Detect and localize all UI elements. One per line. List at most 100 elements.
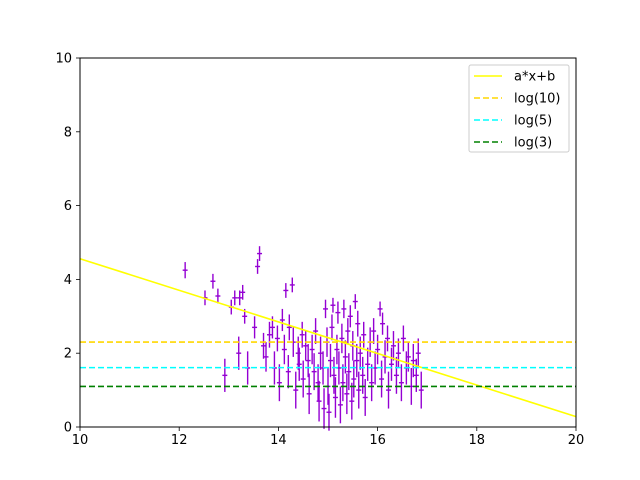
x-tick-label: 14 xyxy=(270,433,287,448)
legend-label: log(10) xyxy=(514,92,561,107)
errorbar-point xyxy=(299,321,305,348)
errorbar-point xyxy=(237,290,243,306)
errorbar-point xyxy=(281,334,287,365)
errorbar-point xyxy=(305,343,311,378)
errorbar-point xyxy=(332,377,338,418)
errorbar-point xyxy=(289,277,295,293)
errorbar-point xyxy=(303,331,309,361)
x-tick-label: 12 xyxy=(171,433,188,448)
x-axis: 10 12 14 16 18 20 xyxy=(72,427,585,448)
legend-entry: log(3) xyxy=(474,136,552,151)
axes-frame xyxy=(79,57,577,428)
errorbar-point xyxy=(293,371,299,409)
errorbar-point xyxy=(354,343,360,378)
errorbar-point xyxy=(313,318,319,344)
y-tick-label: 8 xyxy=(64,125,72,140)
errorbar-point xyxy=(326,393,332,431)
errorbar-point xyxy=(334,334,340,365)
errorbar-point xyxy=(318,336,324,370)
errorbar-point xyxy=(306,373,312,415)
errorbar-point xyxy=(347,305,353,328)
legend-box xyxy=(468,64,570,153)
errorbar-point xyxy=(351,360,357,398)
errorbar-point xyxy=(316,380,322,422)
errorbar-point xyxy=(279,308,285,332)
errorbar-point xyxy=(398,364,404,402)
y-tick-label: 10 xyxy=(55,52,72,67)
errorbar-point xyxy=(352,294,358,309)
errorbar-point xyxy=(331,356,337,394)
errorbar-point xyxy=(361,321,367,348)
y-tick-label: 0 xyxy=(64,421,72,436)
legend-entry: log(5) xyxy=(474,114,552,129)
errorbar-point xyxy=(285,355,291,389)
errorbar-point xyxy=(362,379,368,416)
y-tick-label: 2 xyxy=(64,347,72,362)
errorbar-point xyxy=(385,325,390,352)
x-tick-label: 20 xyxy=(568,433,585,448)
errorbar-point xyxy=(232,290,238,306)
errorbar-point xyxy=(341,299,347,319)
y-axis: 0 2 4 6 8 10 xyxy=(55,52,80,436)
errorbar-point xyxy=(311,353,317,391)
errorbar-point xyxy=(345,318,351,344)
errorbar-point xyxy=(355,310,361,337)
errorbar-point xyxy=(323,299,328,319)
errorbar-point xyxy=(328,343,333,378)
x-tick-label: 18 xyxy=(469,433,486,448)
errorbar-point xyxy=(369,364,375,402)
legend-entry: a*x+b xyxy=(474,70,555,85)
errorbar-point xyxy=(400,325,406,352)
errorbar-point xyxy=(276,364,282,402)
errorbar-point xyxy=(380,312,386,335)
y-tick-label: 4 xyxy=(64,273,72,288)
errorbar-point xyxy=(390,331,396,361)
errorbar-point xyxy=(296,347,302,381)
errorbar-point xyxy=(309,334,315,365)
errorbar-point xyxy=(356,371,362,409)
errorbar-point xyxy=(377,301,383,317)
legend: a*x+b log(10) log(5) log(3) xyxy=(468,64,570,153)
errorbar-point xyxy=(395,338,401,368)
legend-label: log(3) xyxy=(514,136,552,151)
x-tick-label: 16 xyxy=(369,433,386,448)
errorbar-point xyxy=(300,360,306,398)
legend-entry: log(10) xyxy=(474,92,561,107)
errorbar-point xyxy=(349,382,355,420)
errorbar-point xyxy=(252,316,258,339)
y-tick-label: 6 xyxy=(64,199,72,214)
errorbar-point xyxy=(379,360,385,398)
line-series xyxy=(79,257,577,418)
errorbar-point xyxy=(329,314,335,341)
errorbar-point xyxy=(274,325,280,352)
errorbar-point xyxy=(266,321,272,348)
errorbar-point xyxy=(389,347,394,381)
errorbar-point xyxy=(344,373,350,415)
errorbar-point xyxy=(393,356,399,394)
legend-label: a*x+b xyxy=(514,70,555,85)
errorbar-point xyxy=(215,288,221,304)
errorbar-point xyxy=(365,347,371,381)
errorbar-point xyxy=(283,283,289,298)
errorbar-series xyxy=(182,246,424,431)
legend-label: log(5) xyxy=(514,114,552,129)
errorbar-point xyxy=(240,284,246,300)
errorbar-point xyxy=(375,334,381,365)
errorbar-point xyxy=(371,318,377,344)
x-tick-label: 10 xyxy=(72,433,89,448)
series-line xyxy=(79,257,577,418)
errorbar-point xyxy=(182,262,188,279)
errorbar-point xyxy=(386,371,391,409)
errorbar-point xyxy=(346,353,352,391)
errorbar-point xyxy=(263,342,269,372)
errorbar-point xyxy=(340,364,346,402)
errorbar-point xyxy=(339,323,345,354)
errorbar-point xyxy=(210,273,216,289)
errorbar-point xyxy=(255,259,261,274)
errorbar-point xyxy=(410,343,416,378)
errorbar-point xyxy=(261,332,266,359)
errorbar-point xyxy=(335,301,341,324)
errorbar-point xyxy=(360,356,366,394)
errorbar-point xyxy=(286,314,292,341)
